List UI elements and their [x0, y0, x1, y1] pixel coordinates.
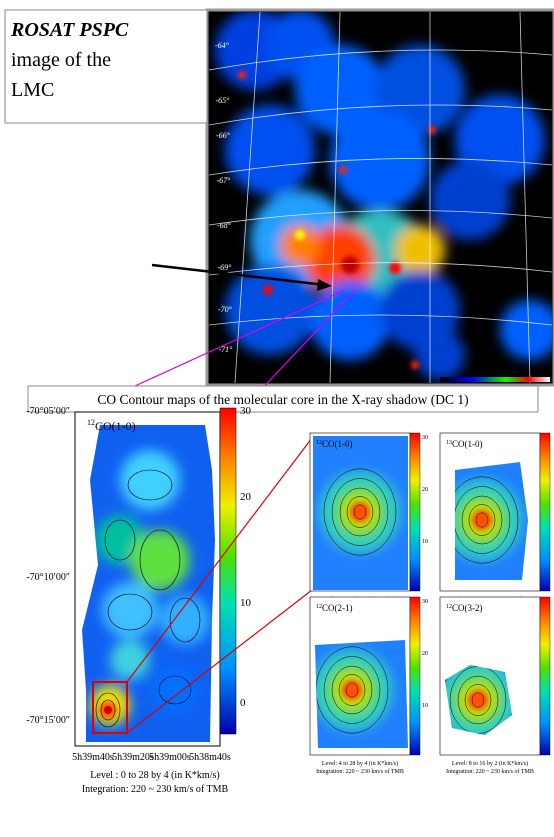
ra-label: 5h39m00s	[149, 752, 191, 763]
dec-label: -66°	[216, 131, 231, 140]
level-text: Level: 8 to 16 by 2 (in K*km/s)	[452, 760, 528, 767]
figure: -64°-65°-66°-67°-68°-69°-70°-71° ROSAT P…	[0, 0, 554, 837]
title-line: LMC	[11, 79, 54, 101]
integration-text: Integration: 220 ~ 230 km/s of TMB	[316, 768, 404, 775]
dec-label: -67°	[217, 176, 232, 185]
colorbar-tick: 30	[422, 599, 428, 605]
panel-label: 13CO(1-0)	[446, 439, 483, 449]
colorbar-tick: 10	[240, 597, 252, 609]
dec-label: -64°	[215, 41, 230, 50]
integration-text: Integration: 220 ~ 230 km/s of TMB	[82, 784, 229, 795]
colorbar-tick: 20	[240, 491, 252, 503]
dec-label: -68°	[217, 221, 232, 230]
ra-label: 5h39m20s	[112, 752, 154, 763]
colorbar	[540, 597, 550, 755]
colorbar	[540, 433, 550, 591]
colorbar-tick: 30	[240, 405, 252, 417]
panel-label: 12CO(1-0)	[316, 439, 353, 449]
dec-label: -70°	[218, 305, 233, 314]
main-map: 12CO(1-0) -70°05′00″ -70°10′00″ -70°15′0…	[26, 405, 251, 795]
dec-label: -69°	[218, 263, 233, 272]
title-line: image of the	[11, 49, 111, 71]
colorbar-tick: 10	[422, 539, 428, 545]
title-italic: ROSAT PSPC	[10, 19, 129, 41]
integration-text: Integration: 220 ~ 230 km/s of TMB	[446, 768, 534, 775]
panel-label: 12CO(2-1)	[316, 603, 353, 613]
level-text: Level: 4 to 28 by 4 (in K*km/s)	[322, 760, 398, 767]
colorbar	[410, 433, 420, 591]
dec-label: -70°05′00″	[26, 406, 70, 417]
dec-label: -65°	[216, 96, 231, 105]
ra-label: 5h39m40s	[72, 752, 114, 763]
colorbar-tick: 20	[422, 487, 428, 493]
panel-map	[310, 433, 410, 591]
colorbar-tick: 0	[240, 697, 246, 709]
colorbar-tick: 30	[422, 435, 428, 441]
caption: CO Contour maps of the molecular core in…	[97, 392, 468, 407]
panel-label: 12CO(3-2)	[446, 603, 483, 613]
level-text: Level : 0 to 28 by 4 (in K*km/s)	[90, 770, 219, 781]
colorbar	[410, 597, 420, 755]
dec-label: -70°15′00″	[26, 715, 70, 726]
ra-label: 5h38m40s	[189, 752, 231, 763]
colorbar-tick: 20	[422, 651, 428, 657]
map-label: 12CO(1-0)	[87, 418, 136, 433]
dec-label: -70°10′00″	[26, 572, 70, 583]
colorbar-tick: 10	[422, 703, 428, 709]
